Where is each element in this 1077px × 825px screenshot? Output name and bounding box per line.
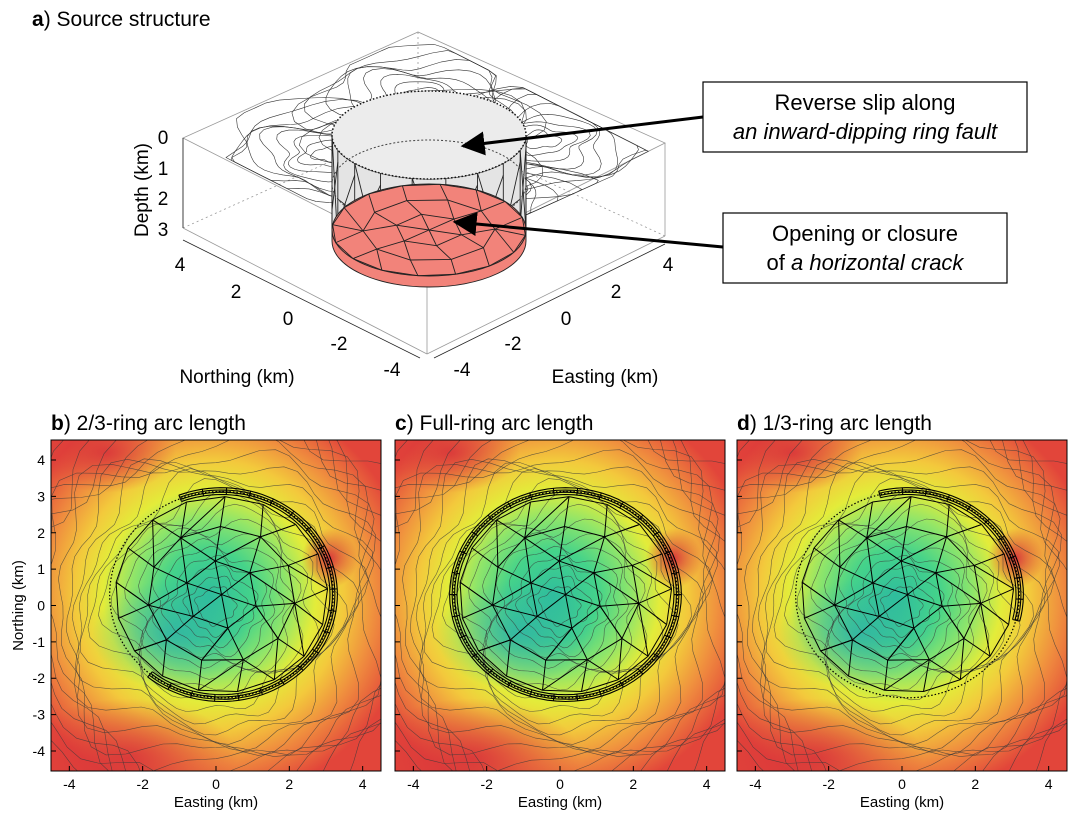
ring-fault-segment [553,694,554,701]
x-tick-label: -4 [63,776,76,792]
easting-tick: 0 [561,309,572,330]
x-tick-label: -4 [407,776,420,792]
x-axis-label: Easting (km) [174,794,258,811]
map-letter: b [51,412,64,435]
easting-tick: 4 [663,255,674,276]
map-letter: c [395,412,407,435]
map-title-text: ) 1/3-ring arc length [750,412,932,435]
y-axis-label: Northing (km) [10,560,27,651]
mesh-edge [202,660,244,661]
mesh-edge [888,660,930,661]
y-tick-label: 0 [37,598,45,614]
northing-axis-label: Northing (km) [179,367,294,388]
map-field [0,387,458,820]
map-title: c) Full-ring arc length [395,412,593,435]
crack-mesh-edge [410,259,451,260]
depth-tick: 0 [158,128,169,149]
map-letter: d [737,412,750,435]
x-tick-label: 0 [212,776,220,792]
x-tick-label: -4 [749,776,762,792]
easting-tick: 2 [611,282,622,303]
map-panels: b) 2/3-ring arc length -4 -2 0 2 4 Easting (km… [0,387,1077,820]
easting-tick: -4 [454,360,471,381]
mesh-edge [546,660,588,661]
x-tick-label: 2 [971,776,979,792]
map-title-text: ) 2/3-ring arc length [64,412,246,435]
ring-fault-segment [553,488,554,495]
northing-tick: -2 [331,334,348,355]
northing-tick: 2 [231,282,242,303]
map-title: b) 2/3-ring arc length [51,412,246,435]
y-tick-label: -4 [33,743,46,759]
depth-tick: 1 [158,159,169,180]
x-tick-label: -2 [480,776,493,792]
ring-callout-line1: Reverse slip along [775,90,956,115]
x-tick-label: -2 [822,776,835,792]
crack-callout-line2-italic: a horizontal crack [791,250,964,275]
x-axis-label: Easting (km) [518,794,602,811]
y-tick-label: -3 [33,707,46,723]
depth-axis-label: Depth (km) [132,143,153,237]
depth-tick: 3 [158,220,169,241]
ring-callout-line2: an inward-dipping ring fault [733,119,998,144]
panel-a: a) Source structure [32,8,1027,388]
x-tick-label: 0 [556,776,564,792]
map-title: d) 1/3-ring arc length [737,412,932,435]
northing-tick: 4 [175,255,186,276]
northing-tick: 0 [283,309,294,330]
x-tick-label: -2 [136,776,149,792]
crack-callout-line2-prefix: of [767,250,791,275]
crack-callout-line1: Opening or closure [772,221,958,246]
easting-tick: -2 [505,334,522,355]
ring-fault-segment [577,694,578,701]
crack-callout-line2: of a horizontal crack [767,250,965,275]
crack-callout: Opening or closure of a horizontal crack [455,213,1007,283]
y-tick-label: -1 [33,634,46,650]
y-tick-label: -2 [33,670,46,686]
depth-axis: 0 1 2 3 Depth (km) [132,128,183,241]
x-tick-label: 4 [359,776,367,792]
panel-a-letter: a [32,8,44,31]
ring-fault-top-edge [332,91,526,179]
crack-mesh-edge [407,200,448,201]
map-field [315,387,801,820]
panel-a-title: a) Source structure [32,8,211,31]
x-tick-label: 4 [703,776,711,792]
easting-axis-label: Easting (km) [552,367,659,388]
ring-fault-cylinder [332,91,526,287]
map-panel-b: b) 2/3-ring arc length -4 -2 0 2 4 Easting (km… [0,387,458,820]
ring-fault-callout: Reverse slip along an inward-dipping rin… [463,82,1027,152]
x-axis-label: Easting (km) [860,794,944,811]
panel-a-title-text: ) Source structure [44,8,211,31]
map-panel-c: c) Full-ring arc length -4 -2 0 2 4 Easting (k… [315,387,801,820]
y-tick-label: 1 [37,561,45,577]
x-tick-label: 4 [1045,776,1053,792]
x-tick-label: 2 [629,776,637,792]
map-title-text: ) Full-ring arc length [407,412,594,435]
x-tick-label: 0 [898,776,906,792]
depth-tick: 2 [158,189,169,210]
ring-fault-segment [577,488,578,495]
y-tick-label: 4 [37,452,45,468]
y-tick-label: 2 [37,525,45,541]
x-tick-label: 2 [285,776,293,792]
northing-tick: -4 [384,360,401,381]
y-tick-label: 3 [37,488,45,504]
